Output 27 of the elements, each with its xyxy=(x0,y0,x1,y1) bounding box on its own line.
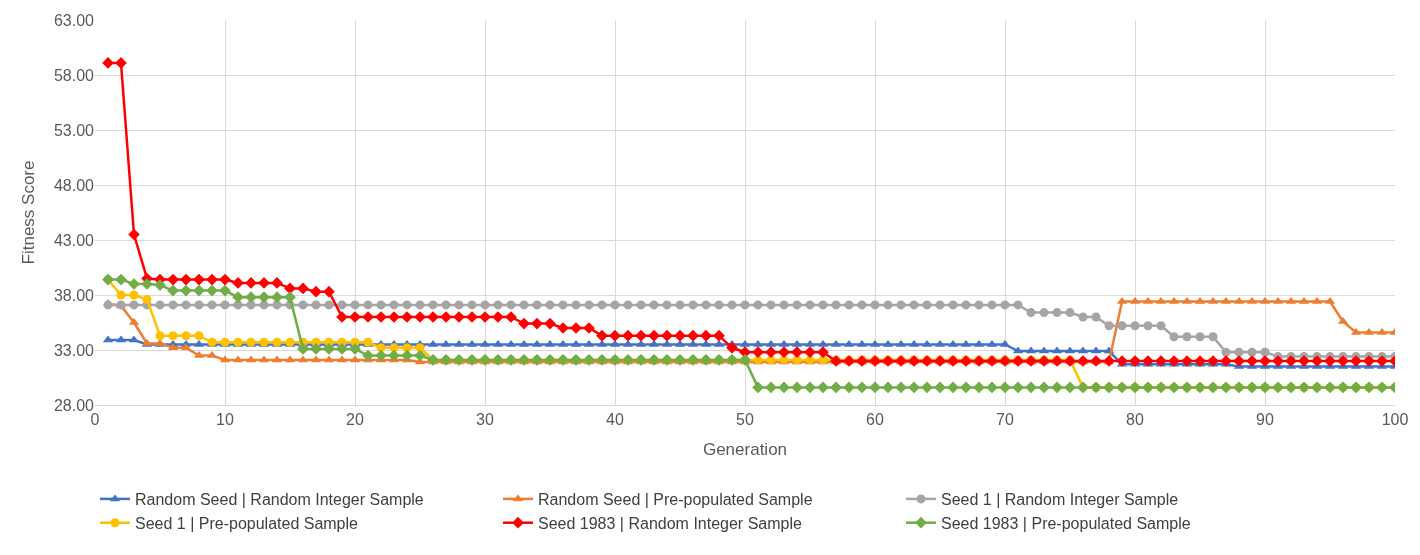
legend-label: Seed 1983 | Pre-populated Sample xyxy=(941,514,1191,532)
x-tick-label: 40 xyxy=(606,411,624,429)
y-tick-label: 53.00 xyxy=(53,121,95,139)
x-tick-label: 0 xyxy=(90,411,100,429)
legend-label: Random Seed | Random Integer Sample xyxy=(135,491,424,509)
legend-label: Random Seed | Pre-populated Sample xyxy=(538,491,813,509)
y-tick-label: 38.00 xyxy=(53,286,95,304)
x-tick-label: 20 xyxy=(346,411,364,429)
x-axis-title: Generation xyxy=(702,439,788,459)
y-tick-label: 43.00 xyxy=(53,231,95,249)
y-axis-title: Fitness Score xyxy=(18,160,38,265)
x-tick-label: 80 xyxy=(1126,411,1144,429)
legend-label: Seed 1983 | Random Integer Sample xyxy=(538,514,802,532)
x-tick-label: 100 xyxy=(1381,411,1409,429)
y-tick-label: 33.00 xyxy=(53,341,95,359)
legend-label: Seed 1 | Pre-populated Sample xyxy=(135,514,359,532)
x-tick-label: 30 xyxy=(476,411,494,429)
x-tick-label: 90 xyxy=(1256,411,1274,429)
y-tick-label: 63.00 xyxy=(53,11,95,29)
x-tick-label: 70 xyxy=(996,411,1014,429)
x-tick-label: 50 xyxy=(736,411,754,429)
x-tick-label: 60 xyxy=(866,411,884,429)
y-tick-label: 28.00 xyxy=(53,396,95,414)
legend-label: Seed 1 | Random Integer Sample xyxy=(941,491,1179,509)
y-tick-label: 48.00 xyxy=(53,176,95,194)
x-tick-label: 10 xyxy=(216,411,234,429)
y-tick-label: 58.00 xyxy=(53,66,95,84)
